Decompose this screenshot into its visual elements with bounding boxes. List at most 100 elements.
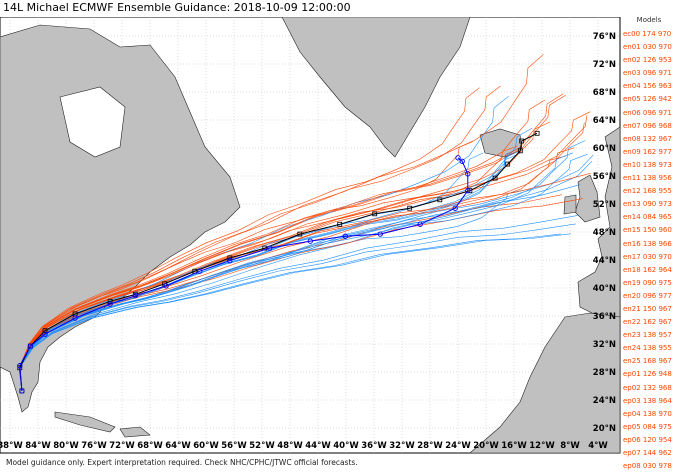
legend-item: en10 138 973 [623,160,672,169]
ensemble-mean-track-point [534,130,540,136]
lat-label: 48°N [593,228,616,238]
ensemble-member-track [18,233,571,391]
legend-item: ep05 084 975 [623,422,672,431]
lat-label: 20°N [593,424,616,434]
legend-item: ec00 174 970 [623,30,672,38]
ec00-track-point [72,315,78,321]
ec00-track-point [307,238,313,244]
legend-item: en03 096 971 [623,69,672,78]
lon-label: 20°W [473,441,499,451]
ec00-track-point [459,158,465,164]
lon-label: 4°W [588,441,608,451]
lat-label: 72°N [593,60,616,70]
ensemble-mean-track-point [517,148,523,154]
lat-label: 56°N [593,172,616,182]
lon-label: 28°W [417,441,443,451]
legend-item: en01 030 970 [623,43,672,52]
lon-label: 88°W [0,441,23,451]
lon-label: 60°W [193,441,219,451]
legend-item: ep02 132 968 [623,383,672,392]
lon-label: 40°W [333,441,359,451]
ec00-track-point [227,258,233,264]
ensemble-mean-track-point [227,255,233,261]
land-cuba [54,411,116,433]
axis-labels: 88°W 84°W 80°W 76°W 72°W 68°W 64°W 60°W 56°W 52°W… [0,32,616,451]
land-hispaniola [119,426,151,438]
legend-item: en19 090 975 [623,278,672,287]
legend-item: en22 162 967 [623,318,672,327]
ec00-track-point [19,388,25,394]
legend-item: en08 132 967 [623,134,672,143]
lat-label: 68°N [593,88,616,98]
lon-label: 68°W [137,441,163,451]
legend-item: en23 138 957 [623,331,672,340]
ensemble-mean-track-point [492,175,498,181]
legend-item: ep01 126 948 [623,370,672,379]
lon-label: 32°W [389,441,415,451]
lon-label: 44°W [305,441,331,451]
ensemble-mean-track-point [107,298,113,304]
ec00-track-point [107,301,113,307]
lat-label: 64°N [593,116,616,126]
ec00-track-point [377,231,383,237]
lat-label: 60°N [593,144,616,154]
ec00-track-point [465,171,471,177]
ec00-track-point [132,293,138,299]
model-legend: Models ec00 174 970 en01 030 970 en02 126 … [623,16,675,473]
legend-item: en14 084 965 [623,213,672,222]
legend-item: en12 168 955 [623,187,672,196]
lon-label: 80°W [53,441,79,451]
lon-label: 12°W [529,441,555,451]
ec00-track-point [267,245,273,251]
disclaimer: Model guidance only. Expert interpretati… [6,458,358,467]
map: 88°W 84°W 80°W 76°W 72°W 68°W 64°W 60°W 56°W 52°W… [0,17,621,454]
ec00-track-point [42,331,48,337]
legend-item: en06 096 971 [623,108,672,117]
lat-label: 28°N [593,368,616,378]
lon-label: 52°W [249,441,275,451]
legend-item: en13 090 973 [623,200,672,209]
ensemble-mean-track-point [297,231,303,237]
lon-label: 24°W [445,441,471,451]
legend-item: en20 096 977 [623,291,672,300]
lat-label: 76°N [593,32,616,42]
legend-item: ep03 138 964 [623,396,672,405]
lon-label: 8°W [560,441,580,451]
land-greenland [281,17,471,158]
legend-item: ep06 120 954 [623,435,672,444]
ensemble-mean-track [19,132,538,391]
ensemble-member-track [19,145,518,391]
lat-label: 40°N [593,284,616,294]
lon-label: 76°W [81,441,107,451]
legend-item: en02 126 953 [623,56,672,65]
lat-label: 36°N [593,312,616,322]
lat-label: 44°N [593,256,616,266]
legend-item: en21 150 967 [623,304,672,313]
legend-item: en16 138 966 [623,239,672,248]
legend-item: en07 096 968 [623,121,672,130]
ensemble-mean-track-point [42,328,48,334]
ensemble-mean-track-point [407,205,413,211]
legend-item: en15 150 960 [623,226,672,235]
ensemble-member-track [19,155,567,391]
lon-label: 64°W [165,441,191,451]
ensemble-mean-track-point [337,221,343,227]
ec00-track [19,157,469,391]
legend-item: ep07 144 962 [623,449,672,457]
ensemble-mean-track-point [437,197,443,203]
ensemble-member-track [19,153,588,391]
ensemble-member-track [18,223,576,391]
ensemble-mean-track-point [519,138,525,144]
land-ireland [563,194,577,215]
ec00-track-point [27,343,33,349]
ensemble-member-track [19,87,480,391]
ec00-track-point [197,268,203,274]
ec00-track-point [452,205,458,211]
land-hudson-bay [59,86,126,158]
legend-item: en25 168 967 [623,357,672,366]
chart-title: 14L Michael ECMWF Ensemble Guidance: 201… [3,1,351,14]
legend-item: en18 162 964 [623,265,672,274]
ensemble-member-track [19,93,564,391]
legend-item: en09 162 977 [623,147,672,156]
legend-item: ep08 030 978 [623,462,672,471]
